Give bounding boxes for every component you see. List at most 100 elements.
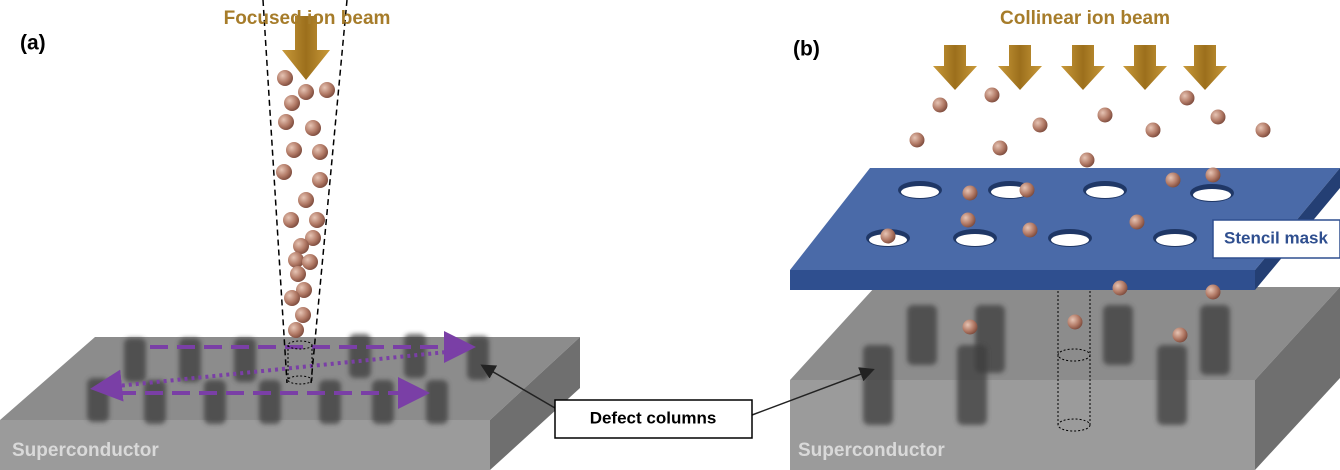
defect-column xyxy=(204,380,226,424)
mask-holes xyxy=(866,181,1234,247)
ion xyxy=(319,82,335,98)
hole xyxy=(1156,234,1194,246)
ion xyxy=(962,319,978,335)
beam-label: Collinear ion beam xyxy=(1000,8,1170,29)
ion xyxy=(1179,90,1195,106)
defect-column xyxy=(179,338,201,382)
defect-columns-b xyxy=(863,305,1230,425)
ion xyxy=(296,282,312,298)
ion xyxy=(960,212,976,228)
ion xyxy=(284,290,300,306)
ion xyxy=(1019,182,1035,198)
beam-label: Focused ion beam xyxy=(224,8,391,29)
defect-column xyxy=(957,345,987,425)
beam-arrow xyxy=(998,45,1042,90)
cylinder-top xyxy=(1057,348,1091,362)
beam-arrows xyxy=(933,45,1227,90)
defect-column xyxy=(234,338,256,382)
beam-arrow xyxy=(933,45,977,90)
ion xyxy=(1079,152,1095,168)
ion xyxy=(1112,280,1128,296)
ion xyxy=(290,266,306,282)
ion xyxy=(1165,172,1181,188)
ion xyxy=(1022,222,1038,238)
defect-column xyxy=(907,305,937,365)
callout-label: Defect columns xyxy=(590,408,717,427)
ion xyxy=(288,322,304,338)
ion xyxy=(309,212,325,228)
defect-column xyxy=(863,345,893,425)
ion xyxy=(283,212,299,228)
panel-label: (a) xyxy=(20,32,46,55)
ion xyxy=(312,172,328,188)
beam-edge xyxy=(262,0,288,384)
ion xyxy=(277,70,293,86)
mask-cylinder xyxy=(1057,283,1091,432)
defect-column xyxy=(124,338,146,382)
ion xyxy=(1032,117,1048,133)
ion xyxy=(1067,314,1083,330)
hole xyxy=(991,186,1029,198)
scan-arrows xyxy=(90,331,476,409)
callout-arrow xyxy=(480,364,556,409)
hole xyxy=(901,186,939,198)
mask-label: Stencil mask xyxy=(1224,228,1328,247)
ion xyxy=(312,144,328,160)
ion xyxy=(298,192,314,208)
substrate-label: Superconductor xyxy=(12,440,159,461)
defect-column xyxy=(1157,345,1187,425)
defect-column xyxy=(349,334,371,378)
slab-front xyxy=(0,420,490,470)
ion xyxy=(1205,284,1221,300)
ion xyxy=(1205,167,1221,183)
ion xyxy=(984,87,1000,103)
defect-column xyxy=(426,380,448,424)
defect-column xyxy=(144,380,166,424)
slab-side xyxy=(490,337,580,470)
slab-side xyxy=(1255,287,1340,470)
substrate-label: Superconductor xyxy=(798,440,945,461)
beam-arrow xyxy=(1183,45,1227,90)
defect-column xyxy=(1200,305,1230,375)
return-arrow xyxy=(90,348,467,402)
ion xyxy=(909,132,925,148)
slab-front xyxy=(790,380,1255,470)
defect-column xyxy=(1103,305,1133,365)
ion xyxy=(1255,122,1271,138)
ion xyxy=(302,254,318,270)
ion xyxy=(305,120,321,136)
callout-arrow xyxy=(751,367,875,416)
defect-column xyxy=(372,380,394,424)
hole xyxy=(956,234,994,246)
ion xyxy=(1172,327,1188,343)
defect-column xyxy=(319,380,341,424)
stencil-mask xyxy=(790,168,1340,290)
ion xyxy=(932,97,948,113)
defect-column xyxy=(259,380,281,424)
ion xyxy=(1210,109,1226,125)
ion xyxy=(962,185,978,201)
ion xyxy=(278,114,294,130)
hole xyxy=(1193,189,1231,201)
ion xyxy=(1145,122,1161,138)
ion xyxy=(298,84,314,100)
hole xyxy=(1051,234,1089,246)
cylinder-top xyxy=(287,340,313,350)
label-box xyxy=(1212,219,1340,259)
ion xyxy=(1129,214,1145,230)
defect-column xyxy=(87,378,109,422)
ions-b xyxy=(880,87,1271,343)
ion xyxy=(276,164,292,180)
ion xyxy=(288,252,304,268)
ion xyxy=(293,238,309,254)
hole xyxy=(1086,186,1124,198)
ion xyxy=(284,95,300,111)
beam-edge xyxy=(310,0,348,384)
beam-cylinder xyxy=(287,340,313,385)
cylinder-bottom xyxy=(287,375,313,385)
mask-front xyxy=(790,270,1255,290)
ions-a xyxy=(276,70,335,338)
beam-arrow xyxy=(282,16,330,80)
ion xyxy=(305,230,321,246)
